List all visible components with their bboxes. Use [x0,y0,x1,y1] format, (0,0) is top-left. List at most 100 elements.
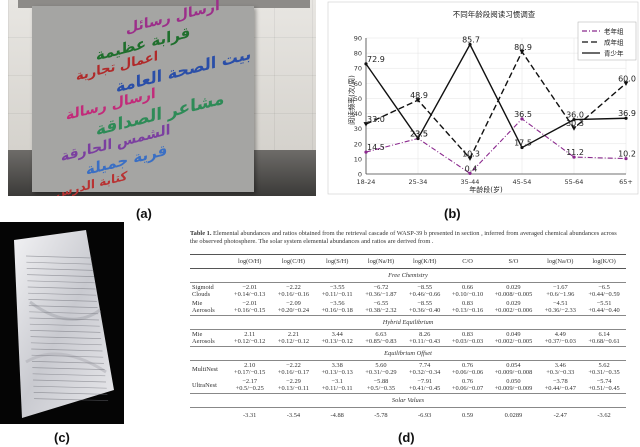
paper-text-line [27,286,96,290]
table-cell: −2.17 +0.5/−0.25 [235,378,264,392]
data-point [519,49,525,55]
chart-ylabel: 阅读频率(次/周) [347,75,356,125]
table-cell: -3.54 [286,412,301,418]
table-header-row: log(O/H) log(C/H) log(S/H) log(Na/H) log(K/H… [190,254,626,269]
table-cell: −5.51 +0.44/−0.40 [588,300,620,314]
table-row: MultiNest 2.10 +0.17/−0.15 −2.22 +0.16/−0.… [190,361,626,378]
data-point [467,156,473,161]
x-tick-label: 18-24 [357,178,376,186]
paper-text-line [28,305,98,308]
table-section-row: Solar Values [190,393,626,408]
table-header-cell: log(K/H) [402,254,447,269]
hanging-bar [18,0,310,8]
table-cell: 0.029 +0.008/−0.005 [494,284,533,298]
paper-text-line [31,354,104,358]
y-tick-label: 10 [354,155,362,163]
paper-text-line [31,348,103,352]
series-line [365,118,627,175]
table-cell: 2.10 +0.17/−0.15 [234,362,266,376]
table-cell: 0.049 +0.002/−0.005 [494,331,533,345]
paper-text-line [29,311,99,315]
table-cell: -2.47 [553,412,567,418]
data-point [364,150,368,154]
data-point [364,62,368,66]
paper-text-lines [25,255,109,401]
caption-b: (b) [444,206,461,221]
paper-text-line [27,274,95,277]
paper-text-line [32,367,105,370]
table-header-cell: log(K/O) [582,254,626,269]
table-cell: −6.55 +0.38/−2.32 [365,300,397,314]
data-point [623,81,629,86]
panel-c-photo [0,222,124,424]
data-label: 60.0 [618,74,636,83]
paper-text-line [32,379,107,383]
table-cell: 0.0289 [504,412,523,418]
data-label: 36.9 [618,109,636,118]
paper-text-line [33,392,108,395]
table-cell [190,408,228,419]
table-cell: 3.38 +0.13/−0.13 [321,362,353,376]
paper-text-line [32,373,106,377]
paper-text-line [26,268,94,271]
hanging-cloth [32,6,254,192]
y-tick-label: 90 [354,35,362,43]
table-cell: 0.83 +0.13/−0.16 [451,300,484,314]
table-section-row: Free Chemistry [190,268,626,283]
table-header-cell: log(Na/O) [538,254,583,269]
data-point [363,122,369,127]
data-label: 85.7 [462,35,480,44]
line-chart: 不同年龄段阅读习惯调查 年龄段(岁) 阅读频率(次/周) 0 10 20 30 40 50… [327,1,639,195]
legend-label: 成年组 [604,38,624,47]
table-cell: 8.26 +0.11/−0.43 [409,331,441,345]
series-line [365,50,627,160]
table-cell: 2.21 +0.12/−0.12 [277,331,310,345]
table-section-title: Hybrid Equilibrium [190,315,626,330]
table-cell: 5.62 +0.31/−0.35 [588,362,620,376]
table-cell: 0.59 [461,412,474,418]
panel-a-photo: ارسال رسائل قرابة عظيمة اعمال تجارية بيت ال… [8,0,316,196]
caption-d: (d) [398,430,415,445]
table-cell: 7.74 +0.32/−0.34 [409,362,441,376]
data-label: 17.5 [514,139,532,148]
data-label: 10.2 [618,150,636,159]
table-cell: 0.76 +0.06/−0.06 [451,362,484,376]
legend-label: 青少年 [604,49,624,58]
table-cell: 5.60 +0.31/−0.29 [365,362,397,376]
table-row: Mie Aerosols −2.01 +0.16/−0.15 −2.09 +0.20… [190,299,626,316]
table-cell: −1.67 +0.6/−1.96 [546,284,575,298]
paper-text-line [33,385,107,389]
table-cell: −2.22 +0.16/−0.16 [277,284,310,298]
table-cell: -3.31 [243,412,257,418]
legend-label: 老年组 [604,27,624,36]
table-header-cell: S/O [488,254,539,269]
x-tick-label: 65+ [619,178,633,186]
y-tick-label: 60 [354,80,362,88]
paper-text-line [29,323,100,327]
data-label: 10.3 [462,149,480,158]
table-caption-text: Elemental abundances and ratios obtained… [190,230,617,245]
table-cell: -4.88 [330,412,344,418]
table-header-cell: C/O [446,254,489,269]
data-point [468,42,472,47]
panel-d-table: Table 1. Elemental abundances and ratios… [190,230,630,418]
table-cell: 0.050 +0.009/−0.009 [494,378,533,392]
table-cell: −3.55 +0.11/−0.11 [321,284,353,298]
chart-xlabel: 年龄段(岁) [469,185,503,194]
x-tick-label: 45-54 [513,178,532,186]
data-label: 30.3 [566,119,584,128]
table-cell: 6.14 +0.68/−0.61 [588,331,620,345]
y-tick-label: 0 [358,171,362,179]
table-section-title: Equilibrium Offset [190,346,626,361]
table-header-cell: log(O/H) [227,254,272,269]
table-cell: 0.76 +0.06/−0.07 [451,378,484,392]
table-cell: −2.01 +0.16/−0.15 [234,300,266,314]
paper-text-line [25,255,93,259]
x-tick-label: 35-44 [461,178,480,186]
panel-b-chart: 不同年龄段阅读习惯调查 年龄段(岁) 阅读频率(次/周) 0 10 20 30 40 50… [326,0,640,196]
data-point [520,145,524,150]
table-row: -3.31 -3.54 -4.88 -5.78 -6.93 0.59 0.0289 -2.47… [190,408,626,419]
paper-text-line [26,261,93,265]
y-tick-label: 50 [354,95,362,103]
paper-text-line [29,317,100,321]
